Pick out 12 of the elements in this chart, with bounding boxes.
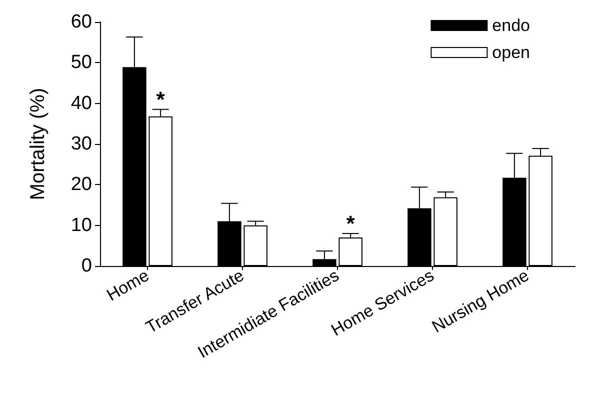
y-tick-label: 60 — [70, 12, 92, 32]
legend-label: endo — [492, 16, 530, 35]
y-tick-label: 40 — [70, 92, 92, 114]
legend-label: open — [492, 43, 530, 62]
y-axis-title: Mortality (%) — [27, 88, 49, 200]
y-tick-label: 20 — [70, 174, 92, 196]
annotation: * — [156, 86, 166, 112]
annotation: * — [346, 210, 356, 236]
y-tick-label: 10 — [70, 214, 92, 236]
y-tick-label: 30 — [70, 134, 92, 154]
y-tick-label: 50 — [70, 52, 92, 74]
y-tick-label: 0 — [81, 256, 92, 276]
